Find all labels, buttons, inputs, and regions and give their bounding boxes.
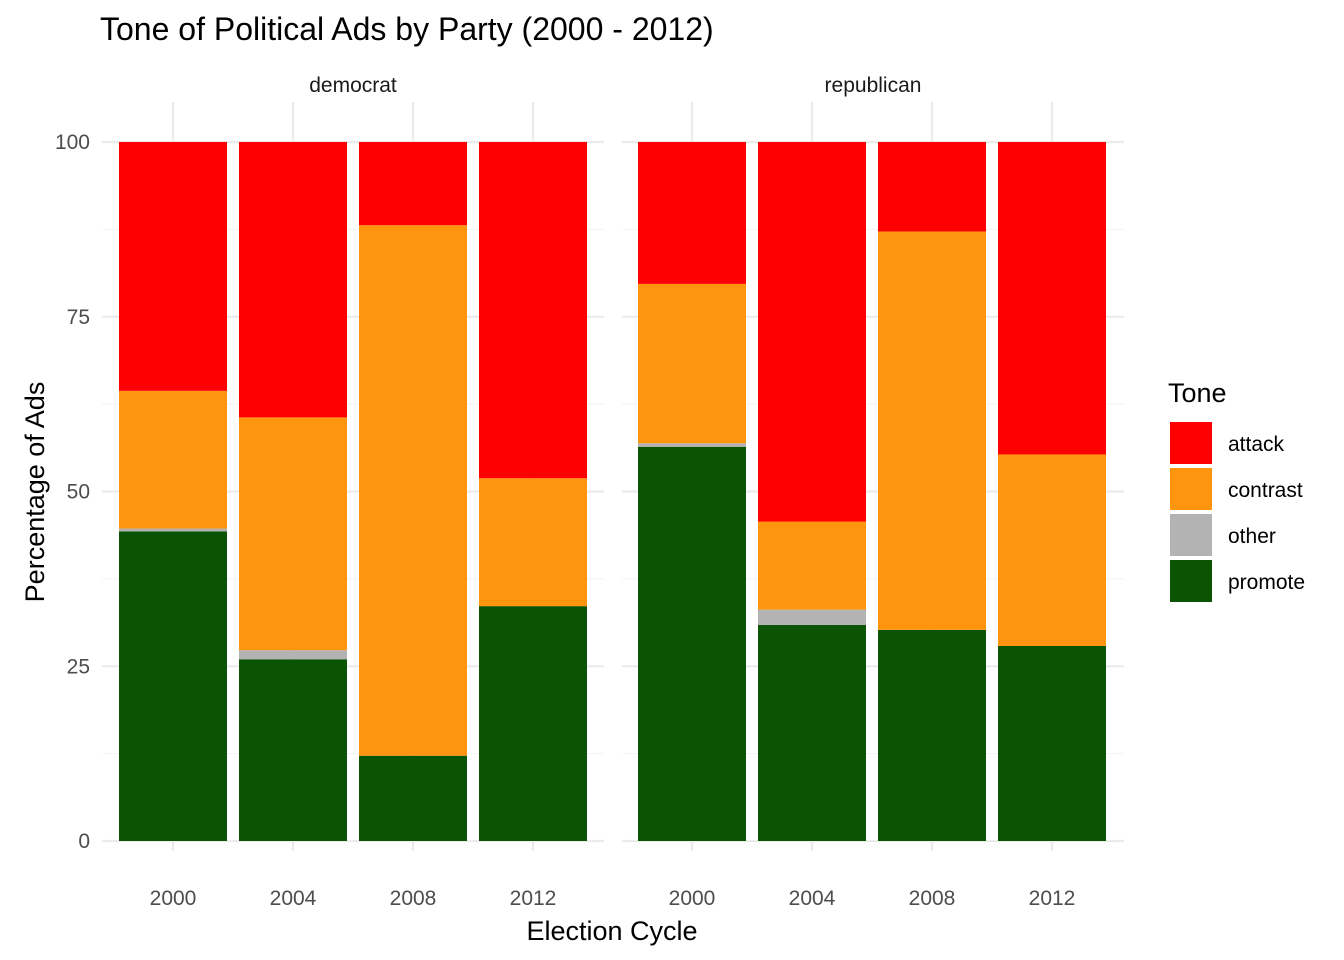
legend-swatch-attack xyxy=(1170,422,1212,464)
x-axis-label: Election Cycle xyxy=(526,916,697,946)
bar-democrat-2000-contrast xyxy=(119,390,227,529)
bar-republican-2000-other xyxy=(638,443,746,447)
bar-democrat-2000-attack xyxy=(119,142,227,391)
legend-swatch-promote xyxy=(1170,560,1212,602)
legend-label-contrast: contrast xyxy=(1228,479,1303,502)
x-tick-label: 2012 xyxy=(510,887,557,910)
y-tick-label: 0 xyxy=(78,830,90,853)
bar-democrat-2008-attack xyxy=(359,142,467,226)
x-tick-label: 2004 xyxy=(270,887,317,910)
y-axis-ticks: 0 25 50 75 100 xyxy=(55,131,90,853)
bar-democrat-2012-attack xyxy=(479,142,587,479)
bar-republican-2004-other xyxy=(758,609,866,626)
y-tick-label: 75 xyxy=(67,306,90,329)
facet-panel-republican: republican 2000 2004 2008 2012 xyxy=(622,74,1124,910)
x-tick-label: 2012 xyxy=(1029,887,1076,910)
chart-title: Tone of Political Ads by Party (2000 - 2… xyxy=(100,11,714,47)
bar-democrat-2012-promote xyxy=(479,606,587,841)
facet-panel-democrat: democrat 2000 2004 2008 2012 xyxy=(102,74,604,910)
legend-title: Tone xyxy=(1168,378,1227,408)
bar-republican-2000-attack xyxy=(638,142,746,284)
bar-democrat-2008-contrast xyxy=(359,225,467,756)
x-tick-label: 2008 xyxy=(390,887,437,910)
bar-republican-2012-attack xyxy=(998,142,1106,455)
bar-democrat-2004-promote xyxy=(239,659,347,841)
bar-republican-2008-contrast xyxy=(878,231,986,630)
bar-democrat-2000-other xyxy=(119,528,227,532)
bar-democrat-2008-promote xyxy=(359,755,467,841)
bar-democrat-2012-contrast xyxy=(479,478,587,607)
legend-swatch-other xyxy=(1170,514,1212,556)
bar-republican-2000-promote xyxy=(638,446,746,841)
facet-panels: democrat 2000 2004 2008 2012 republican 2000 20… xyxy=(55,74,1124,910)
bar-republican-2000-contrast xyxy=(638,283,746,444)
facet-label: republican xyxy=(825,74,922,97)
legend: Tone attack contrast other promote xyxy=(1168,378,1305,602)
bar-democrat-2004-other xyxy=(239,650,347,660)
bar-democrat-2004-attack xyxy=(239,142,347,418)
y-axis-label: Percentage of Ads xyxy=(20,382,50,603)
facet-label: democrat xyxy=(309,74,397,97)
legend-label-attack: attack xyxy=(1228,433,1285,456)
y-tick-label: 100 xyxy=(55,131,90,154)
x-tick-label: 2000 xyxy=(669,887,716,910)
legend-label-other: other xyxy=(1228,525,1276,548)
bar-democrat-2000-promote xyxy=(119,531,227,841)
bar-republican-2008-attack xyxy=(878,142,986,232)
x-tick-label: 2004 xyxy=(789,887,836,910)
x-tick-label: 2000 xyxy=(150,887,197,910)
legend-swatch-contrast xyxy=(1170,468,1212,510)
bar-republican-2004-attack xyxy=(758,142,866,522)
bar-democrat-2004-contrast xyxy=(239,417,347,651)
bar-republican-2012-promote xyxy=(998,645,1106,841)
legend-label-promote: promote xyxy=(1228,571,1305,594)
x-tick-label: 2008 xyxy=(909,887,956,910)
bar-republican-2004-contrast xyxy=(758,521,866,610)
bar-republican-2004-promote xyxy=(758,625,866,841)
y-tick-label: 25 xyxy=(67,655,90,678)
bar-republican-2012-contrast xyxy=(998,454,1106,646)
y-tick-label: 50 xyxy=(67,481,90,504)
bar-republican-2008-promote xyxy=(878,629,986,841)
